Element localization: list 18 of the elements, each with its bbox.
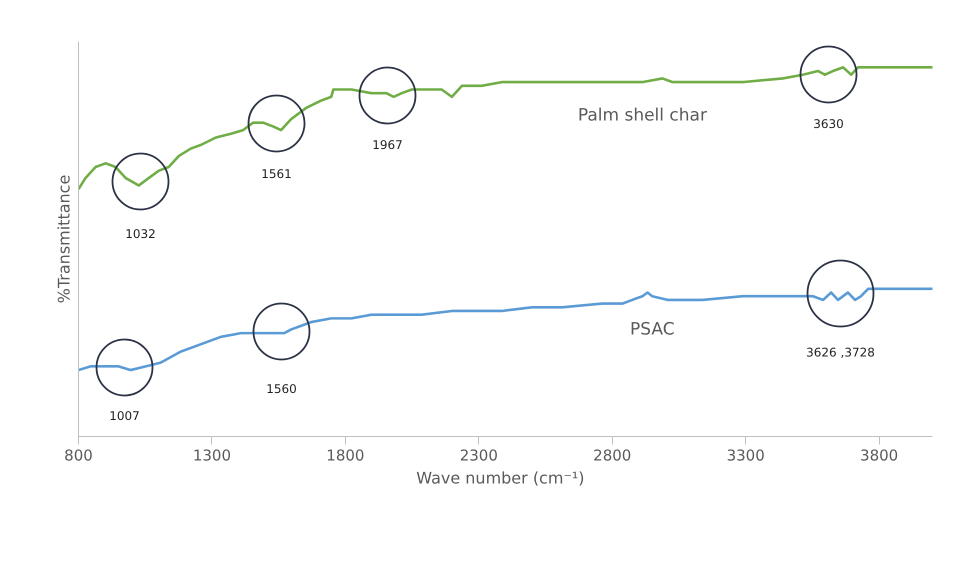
x-tick-label: 1800 [326, 446, 364, 464]
y-axis-title: %Transmittance [54, 174, 74, 304]
x-tick-label: 1300 [192, 446, 232, 464]
x-tick-label: 3300 [726, 446, 765, 464]
annotation: 1007 [109, 409, 140, 423]
annotation: 3626 ,3728 [806, 346, 875, 360]
annotation: 1032 [125, 227, 156, 241]
annotation: 1560 [266, 382, 297, 396]
x-tick-label: 2300 [460, 446, 498, 464]
x-tick-label: 800 [64, 446, 93, 464]
x-tick-label: 3800 [860, 446, 898, 464]
x-axis-title: Wave number (cm⁻¹) [416, 468, 585, 488]
annotation: 1967 [372, 138, 403, 152]
series-label: Palm shell char [578, 105, 707, 126]
annotation: 3630 [813, 117, 844, 131]
x-tick-label: 2800 [593, 446, 632, 464]
annotation: 1561 [261, 167, 292, 181]
series-label: PSAC [630, 319, 675, 340]
